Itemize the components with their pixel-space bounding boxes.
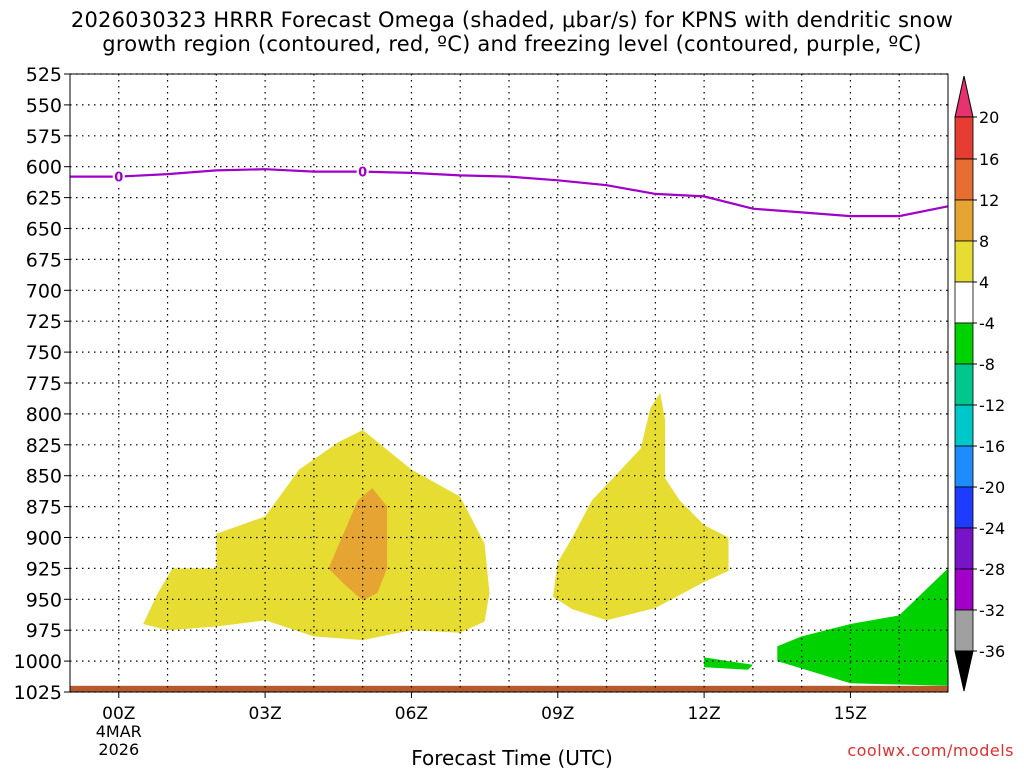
x-tick-date-label: 4MAR	[96, 722, 142, 741]
colorbar-segment	[954, 322, 974, 365]
y-tick-label: 1000	[14, 651, 62, 673]
freezing-level-label: 0	[358, 166, 367, 181]
colorbar-segment	[954, 240, 974, 283]
y-axis: 525 550 575 600 625 650 675 700 725 750 775 800 825 8…	[14, 64, 70, 704]
colorbar-label: -32	[979, 601, 1005, 620]
x-tick-date-label: 2026	[98, 740, 139, 759]
omega-region-4	[777, 568, 948, 686]
x-tick-label: 06Z	[395, 704, 428, 724]
chart-title: 2026030323 HRRR Forecast Omega (shaded, …	[0, 8, 1024, 56]
colorbar-segment	[954, 568, 974, 611]
y-tick-label: 650	[26, 219, 62, 241]
colorbar-label: 12	[979, 191, 999, 210]
y-tick-label: 775	[26, 373, 62, 395]
omega-shading	[70, 392, 948, 692]
colorbar-label: -8	[979, 355, 995, 374]
y-tick-label: 875	[26, 497, 62, 519]
colorbar-segment	[954, 445, 974, 488]
x-tick-label: 09Z	[541, 704, 574, 724]
colorbar-label: -4	[979, 314, 995, 333]
y-tick-label: 700	[26, 280, 62, 302]
y-tick-label: 725	[26, 311, 62, 333]
site-credit: coolwx.com/models	[847, 741, 1014, 760]
colorbar-label: -12	[979, 396, 1005, 415]
y-tick-label: 825	[26, 435, 62, 457]
colorbar-segment	[954, 116, 974, 160]
x-axis-title: Forecast Time (UTC)	[411, 746, 613, 770]
colorbar-segment	[954, 199, 974, 242]
colorbar-label: -16	[979, 437, 1005, 456]
colorbar-segment	[954, 609, 974, 652]
colorbar-label: 8	[979, 232, 989, 251]
y-tick-label: 600	[26, 157, 62, 179]
omega-region-2	[328, 488, 388, 601]
colorbar-segment	[954, 363, 974, 406]
x-tick-label: 15Z	[834, 704, 867, 724]
colorbar-label: 16	[979, 150, 999, 169]
y-tick-label: 850	[26, 466, 62, 488]
y-tick-label: 975	[26, 620, 62, 642]
colorbar-label: 4	[979, 273, 989, 292]
colorbar-label: -36	[979, 642, 1005, 661]
freezing-level-label: 0	[114, 171, 123, 186]
x-tick-label: 00Z	[102, 704, 135, 724]
y-tick-label: 575	[26, 126, 62, 148]
y-tick-label: 925	[26, 558, 62, 580]
surface-band	[70, 685, 948, 692]
colorbar-segment	[954, 486, 974, 529]
colorbar-label: -20	[979, 478, 1005, 497]
colorbar-segment	[954, 158, 974, 201]
x-tick-label: 12Z	[687, 704, 720, 724]
y-tick-label: 550	[26, 95, 62, 117]
y-tick-label: 750	[26, 342, 62, 364]
colorbar-segment	[954, 404, 974, 447]
x-tick-label: 03Z	[248, 704, 281, 724]
omega-region-0	[143, 430, 490, 641]
freezing-level-line	[70, 168, 949, 218]
y-tick-label: 525	[26, 64, 62, 86]
title-line-2: growth region (contoured, red, ºC) and f…	[102, 32, 922, 56]
y-tick-label: 625	[26, 188, 62, 210]
colorbar-segment	[954, 650, 974, 692]
colorbar-label: -24	[979, 519, 1005, 538]
colorbar-label: -28	[979, 560, 1005, 579]
colorbar-label: 20	[979, 108, 999, 127]
freezing-label-bg	[356, 164, 369, 179]
y-tick-label: 900	[26, 528, 62, 550]
freezing-label-bg	[112, 169, 125, 184]
y-tick-label: 675	[26, 249, 62, 271]
colorbar-segment	[954, 75, 974, 118]
colorbar-segment	[954, 281, 974, 324]
omega-colorbar: 20 16 12 8 4 -4 -8 -12 -16 -20 -24 -28 -32 -36	[954, 75, 1005, 692]
y-tick-label: 950	[26, 589, 62, 611]
y-tick-label: 800	[26, 404, 62, 426]
y-tick-label: 1025	[14, 682, 62, 704]
title-line-1: 2026030323 HRRR Forecast Omega (shaded, …	[70, 8, 954, 32]
colorbar-segment	[954, 527, 974, 570]
omega-region-3	[704, 657, 753, 670]
